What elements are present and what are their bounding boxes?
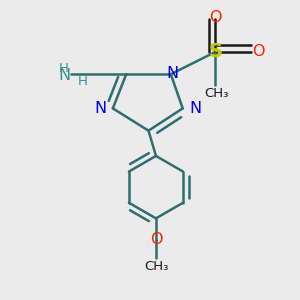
Text: N: N	[94, 101, 106, 116]
Text: H: H	[59, 62, 69, 75]
Text: N: N	[166, 66, 178, 81]
Text: O: O	[253, 44, 265, 59]
Text: N: N	[58, 68, 70, 83]
Text: CH₃: CH₃	[205, 87, 229, 100]
Text: H: H	[78, 75, 88, 88]
Text: O: O	[209, 10, 222, 25]
Text: N: N	[189, 101, 201, 116]
Text: CH₃: CH₃	[144, 260, 168, 273]
Text: S: S	[208, 42, 222, 62]
Text: O: O	[150, 232, 162, 247]
